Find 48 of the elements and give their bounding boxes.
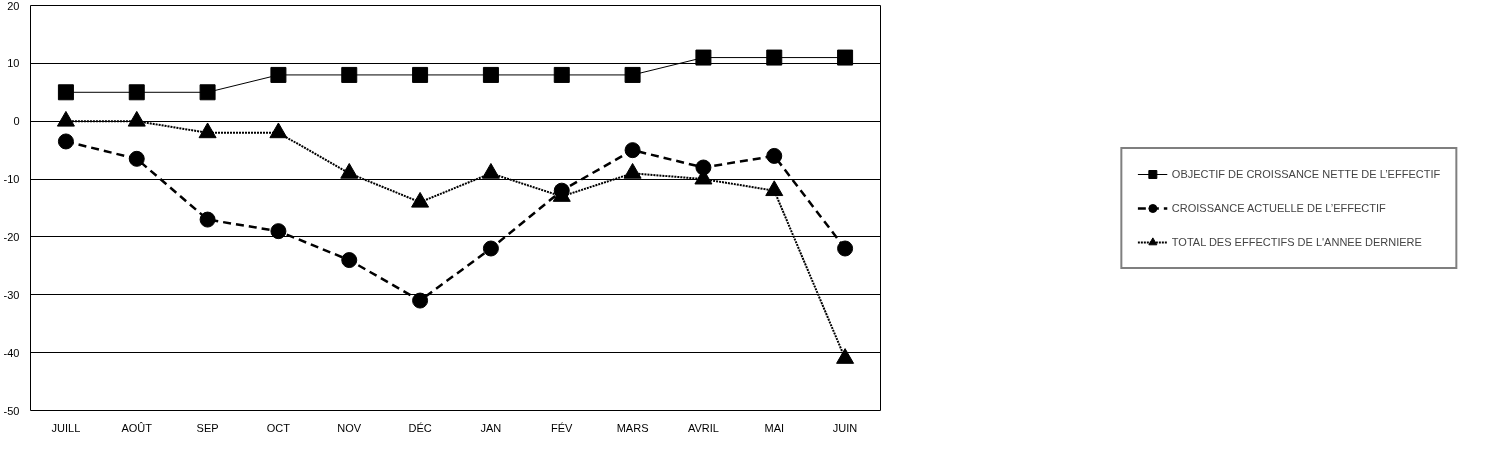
point (341, 66, 358, 83)
point (482, 240, 499, 257)
point (199, 84, 216, 101)
x-tick-label: JAN (480, 421, 502, 434)
y-tick-label: -20 (3, 230, 20, 243)
y-tick-label: 20 (7, 0, 20, 12)
legend-label: TOTAL DES EFFECTIFS DE L'ANNEE DERNIERE (1171, 235, 1422, 248)
point (482, 66, 499, 83)
point (553, 66, 570, 83)
point (57, 84, 74, 101)
point (624, 66, 641, 83)
x-tick-label: OCT (266, 421, 291, 434)
x-tick-label: AOÛT (121, 421, 153, 434)
point (766, 147, 783, 164)
legend-label: OBJECTIF DE CROISSANCE NETTE DE L’EFFECTIF (1171, 167, 1441, 180)
x-tick-label: FÉV (551, 421, 574, 434)
x-tick-label: JUIN (832, 421, 858, 434)
point (412, 292, 429, 309)
point (270, 66, 287, 83)
x-tick-label: JUILL (51, 421, 81, 434)
y-tick-label: -40 (3, 346, 20, 359)
point (128, 84, 145, 101)
y-tick-label: -50 (3, 404, 20, 417)
y-tick-label: 10 (7, 57, 20, 70)
x-tick-label: MARS (616, 421, 649, 434)
y-tick-label: -30 (3, 288, 20, 301)
point (269, 122, 288, 139)
x-tick-label: SEP (196, 421, 219, 434)
y-tick-label: 0 (13, 115, 20, 128)
point (198, 122, 217, 139)
point (341, 252, 358, 269)
point (270, 223, 287, 240)
point (765, 180, 784, 197)
point (412, 66, 429, 83)
point (766, 49, 783, 66)
point (199, 211, 216, 228)
point (624, 142, 641, 159)
point (695, 49, 712, 66)
point (837, 49, 854, 66)
x-tick-label: DÉC (408, 421, 432, 434)
x-tick-label: AVRIL (687, 421, 719, 434)
point (57, 133, 74, 150)
point (128, 150, 145, 167)
x-tick-label: NOV (337, 421, 362, 434)
point (837, 240, 854, 257)
legend-label: CROISSANCE ACTUELLE DE L’EFFECTIF (1171, 201, 1386, 214)
y-tick-label: -10 (3, 173, 20, 186)
x-tick-label: MAI (764, 421, 785, 434)
